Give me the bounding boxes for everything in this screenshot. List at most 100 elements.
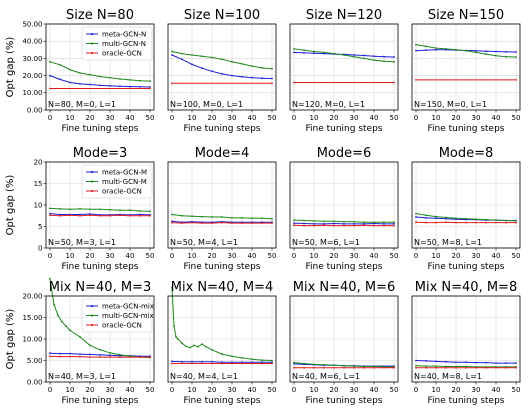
x-tick-label: 50: [268, 114, 277, 122]
data-point-multi: [415, 364, 417, 367]
x-tick-label: 20: [86, 114, 95, 122]
legend-marker: [90, 180, 94, 183]
data-point-multi: [79, 336, 81, 338]
x-axis-label: Fine tuning steps: [62, 262, 139, 272]
data-point-meta: [505, 51, 507, 53]
data-point-meta: [415, 216, 417, 218]
data-point-multi: [173, 325, 175, 327]
data-point-multi: [49, 207, 51, 210]
plot-frame: [45, 23, 155, 111]
data-point-multi: [435, 365, 437, 367]
data-point-oracle: [343, 224, 345, 227]
x-axis-label: Fine tuning steps: [428, 396, 505, 406]
data-point-multi: [49, 60, 51, 63]
params-annotation: N=50, M=6, L=1: [292, 238, 360, 247]
data-point-multi: [425, 214, 427, 217]
data-point-multi: [193, 344, 195, 347]
x-tick-label: 10: [188, 114, 197, 122]
x-tick-label: 30: [350, 114, 359, 122]
data-point-multi: [435, 47, 437, 49]
x-tick-label: 20: [208, 114, 217, 122]
data-point-multi: [99, 208, 101, 211]
x-tick-label: 40: [248, 386, 257, 394]
x-tick-label: 50: [268, 386, 277, 394]
x-tick-label: 40: [492, 114, 501, 122]
data-point-multi: [197, 345, 199, 348]
data-point-multi: [61, 320, 63, 323]
data-point-multi: [211, 348, 213, 351]
data-point-multi: [445, 216, 447, 219]
data-point-multi: [241, 217, 243, 219]
data-point-multi: [231, 355, 233, 358]
data-point-oracle: [181, 222, 183, 225]
data-point-multi: [343, 364, 345, 367]
data-point-multi: [181, 342, 183, 345]
data-point-oracle: [221, 221, 223, 224]
x-tick-label: 0: [48, 114, 52, 122]
data-point-oracle: [129, 356, 131, 358]
plot-area: [290, 24, 398, 110]
data-point-oracle: [445, 366, 447, 369]
data-point-meta: [293, 363, 295, 365]
data-point-oracle: [383, 224, 385, 227]
x-tick-label: 50: [146, 252, 155, 260]
data-point-oracle: [415, 221, 417, 224]
data-point-meta: [505, 362, 507, 364]
x-tick-label: 40: [370, 386, 379, 394]
data-point-meta: [363, 223, 365, 225]
data-point-oracle: [191, 362, 193, 365]
data-point-meta: [251, 361, 253, 364]
subplot-title: Size N=100: [184, 8, 260, 23]
data-point-oracle: [149, 356, 151, 358]
y-axis-label: Opt gap (%): [5, 175, 16, 236]
x-tick-label: 0: [170, 114, 174, 122]
x-axis-label: Fine tuning steps: [184, 396, 261, 406]
x-tick-label: 20: [208, 252, 217, 260]
data-point-multi: [69, 208, 71, 211]
x-tick-label: 0: [414, 386, 418, 394]
data-point-meta: [79, 353, 81, 355]
x-tick-label: 10: [66, 386, 75, 394]
data-point-multi: [211, 216, 213, 218]
legend-marker: [90, 189, 94, 193]
data-point-multi: [415, 212, 417, 215]
data-point-multi: [415, 43, 417, 46]
data-point-multi: [393, 60, 395, 63]
data-point-oracle: [485, 366, 487, 369]
x-tick-label: 40: [248, 252, 257, 260]
x-tick-label: 0: [292, 114, 296, 122]
data-point-multi: [53, 303, 55, 306]
subplot-title: Mode=4: [195, 146, 250, 161]
data-point-meta: [171, 54, 173, 56]
data-point-meta: [495, 50, 497, 53]
params-annotation: N=40, M=3, L=1: [48, 372, 116, 381]
x-tick-label: 0: [170, 252, 174, 260]
x-tick-label: 0: [170, 386, 174, 394]
data-point-meta: [455, 361, 457, 364]
data-point-multi: [171, 50, 173, 53]
data-point-multi: [445, 48, 447, 50]
data-point-multi: [303, 362, 305, 365]
data-point-meta: [333, 222, 335, 225]
data-point-oracle: [149, 87, 151, 90]
data-point-oracle: [323, 366, 325, 369]
x-tick-label: 40: [126, 114, 135, 122]
x-tick-label: 30: [472, 386, 481, 394]
data-point-multi: [465, 365, 467, 368]
data-point-oracle: [373, 224, 375, 227]
y-tick-label: 5: [38, 223, 42, 231]
data-point-oracle: [49, 214, 51, 217]
data-point-multi: [495, 54, 497, 57]
data-point-oracle: [373, 366, 375, 369]
data-point-oracle: [129, 214, 131, 217]
data-point-oracle: [231, 222, 233, 225]
data-point-meta: [445, 217, 447, 220]
data-point-oracle: [69, 355, 71, 358]
data-point-oracle: [139, 214, 141, 217]
data-point-meta: [201, 67, 203, 70]
data-point-multi: [383, 60, 385, 63]
data-point-multi: [241, 357, 243, 359]
data-point-meta: [485, 50, 487, 53]
data-point-oracle: [261, 222, 263, 225]
